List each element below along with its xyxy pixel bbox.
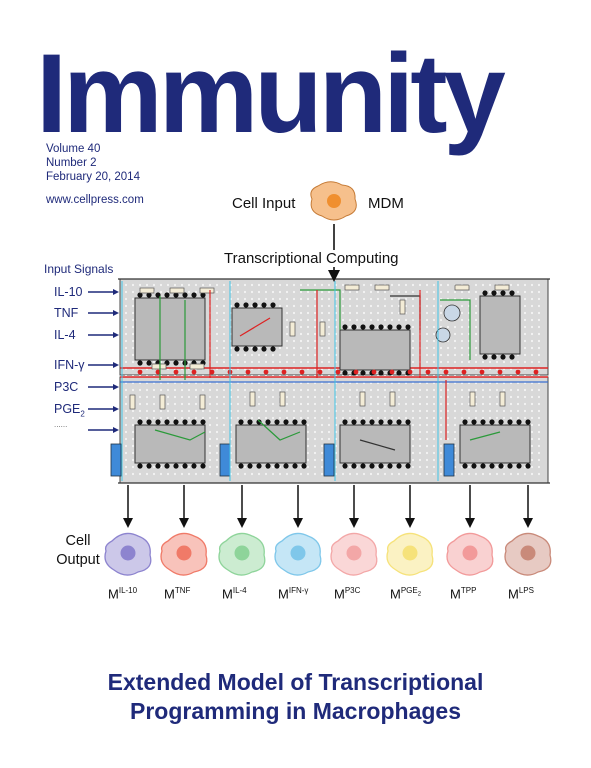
issue-number: Number 2 xyxy=(46,157,97,169)
output-cell-label: MTPP xyxy=(450,586,477,602)
cell-output-label: Cell Output xyxy=(56,533,100,568)
blue-module xyxy=(219,443,231,477)
wires xyxy=(154,289,501,451)
chip-pins xyxy=(137,290,539,469)
input-cell-nucleus xyxy=(327,194,341,208)
issue-volume: Volume 40 xyxy=(46,143,101,155)
chip xyxy=(235,424,307,464)
chip xyxy=(339,329,411,371)
chip xyxy=(459,424,531,464)
transcriptional-computing-label: Transcriptional Computing xyxy=(222,250,401,267)
chip xyxy=(479,295,521,355)
input-signal-label: P3C xyxy=(54,380,79,394)
blue-module xyxy=(110,443,122,477)
output-cell-label: MPGE2 xyxy=(390,586,422,602)
cell-input-label: Cell Input xyxy=(232,195,296,212)
chips xyxy=(134,295,531,464)
input-signal-label: IL-4 xyxy=(54,328,76,342)
issue-date: February 20, 2014 xyxy=(46,171,140,183)
chip xyxy=(134,424,206,464)
output-cell xyxy=(104,485,152,576)
chip xyxy=(134,297,206,361)
output-cell xyxy=(160,485,208,576)
journal-masthead: Immunity xyxy=(36,31,506,156)
capacitor xyxy=(435,327,451,343)
input-signal-label: PGE2 xyxy=(54,402,85,419)
output-cell-label: MLPS xyxy=(508,586,534,602)
output-cell-label: MIL-10 xyxy=(108,586,138,602)
output-cells xyxy=(104,485,552,576)
output-cell-label: MTNF xyxy=(164,586,191,602)
input-cell-label: MDM xyxy=(368,195,404,212)
output-cell xyxy=(218,485,266,576)
blue-module xyxy=(323,443,335,477)
arrow-down-icon xyxy=(328,270,340,282)
input-cell xyxy=(310,181,357,221)
issue-website: www.cellpress.com xyxy=(46,194,144,206)
input-signals-title: Input Signals xyxy=(44,262,114,276)
input-signal-label: ...... xyxy=(54,420,68,429)
output-cell xyxy=(330,485,378,576)
output-cell-label: MP3C xyxy=(334,586,361,602)
output-cell-label: MIFN-γ xyxy=(278,586,309,602)
cover-headline: Extended Model of Transcriptional Progra… xyxy=(0,668,591,726)
input-signal-label: IFN-γ xyxy=(54,358,85,372)
input-signal-label: TNF xyxy=(54,306,79,320)
headline-line-2: Programming in Macrophages xyxy=(129,698,461,724)
output-cell-label: MIL-4 xyxy=(222,586,247,602)
input-signal-label: IL-10 xyxy=(54,285,83,299)
output-cell xyxy=(274,485,322,576)
output-cell xyxy=(504,485,552,576)
output-cell xyxy=(386,485,434,576)
input-signal-arrows xyxy=(88,289,119,433)
output-cell xyxy=(446,485,494,576)
resistors xyxy=(129,284,510,410)
capacitor xyxy=(443,304,461,322)
blue-module xyxy=(443,443,455,477)
headline-line-1: Extended Model of Transcriptional xyxy=(107,669,484,695)
chip xyxy=(231,307,283,347)
